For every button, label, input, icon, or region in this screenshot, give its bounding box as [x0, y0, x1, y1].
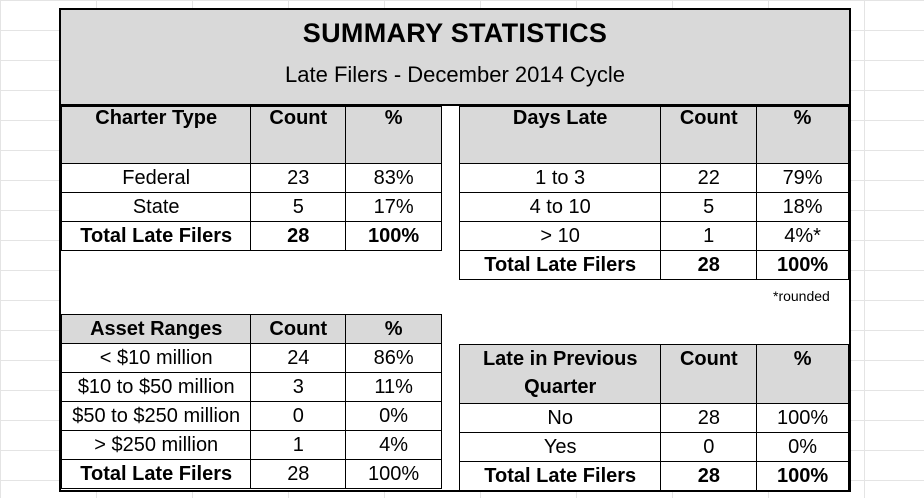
table-cell: 4 to 10 — [458, 192, 662, 222]
total-row: Total Late Filers 28 100% — [60, 459, 442, 489]
table-cell: 28 — [660, 250, 758, 280]
table-cell: 0% — [756, 432, 849, 462]
column-header: Count — [250, 314, 347, 344]
table-cell: > 10 — [458, 221, 662, 251]
table-cell: 1 — [660, 221, 758, 251]
table-cell: 86% — [345, 343, 442, 373]
table-header-row: Asset Ranges Count % — [60, 314, 442, 344]
table-row: State 5 17% — [60, 192, 442, 222]
table-cell: 1 — [250, 430, 347, 460]
table-cell: 100% — [756, 250, 849, 280]
table-cell: 3 — [250, 372, 347, 402]
table-cell: 28 — [660, 461, 758, 491]
table-row: 1 to 3 22 79% — [458, 163, 849, 193]
column-header: % — [756, 344, 849, 404]
table-cell: 17% — [345, 192, 442, 222]
table-row: No 28 100% — [458, 403, 849, 433]
table-cell: 5 — [660, 192, 758, 222]
table-cell: 11% — [345, 372, 442, 402]
table-row: > 10 1 4%* — [458, 221, 849, 251]
table-row: > $250 million 1 4% — [60, 430, 442, 460]
table-row: Federal 23 83% — [60, 163, 442, 193]
table-row: Yes 0 0% — [458, 432, 849, 462]
table-cell: 22 — [660, 163, 758, 193]
table-cell: 28 — [250, 459, 347, 489]
table-cell: 0 — [250, 401, 347, 431]
table-cell: 0 — [660, 432, 758, 462]
table-cell: 5 — [250, 192, 347, 222]
column-header: Late in Previous Quarter — [458, 344, 662, 404]
column-header: Days Late — [458, 106, 662, 164]
column-header: Count — [250, 106, 347, 164]
table-cell: Federal — [60, 163, 252, 193]
table-row: 4 to 10 5 18% — [458, 192, 849, 222]
table-cell: 28 — [250, 221, 347, 251]
table-cell: 18% — [756, 192, 849, 222]
table-cell: > $250 million — [60, 430, 252, 460]
table-cell: 83% — [345, 163, 442, 193]
asset-ranges-table: Asset Ranges Count % < $10 million 24 86… — [60, 314, 442, 489]
column-header: Count — [660, 344, 758, 404]
column-header: % — [756, 106, 849, 164]
table-cell: $50 to $250 million — [60, 401, 252, 431]
table-cell: $10 to $50 million — [60, 372, 252, 402]
table-cell: Total Late Filers — [458, 250, 662, 280]
table-cell: < $10 million — [60, 343, 252, 373]
column-header: % — [345, 106, 442, 164]
table-cell: 24 — [250, 343, 347, 373]
table-cell: 23 — [250, 163, 347, 193]
table-cell: 79% — [756, 163, 849, 193]
table-cell: 4%* — [756, 221, 849, 251]
table-cell: 100% — [756, 461, 849, 491]
column-header: Asset Ranges — [60, 314, 252, 344]
table-cell: Total Late Filers — [60, 221, 252, 251]
column-header: Count — [660, 106, 758, 164]
table-row: < $10 million 24 86% — [60, 343, 442, 373]
table-cell: 28 — [660, 403, 758, 433]
table-cell: 100% — [345, 221, 442, 251]
table-cell: 100% — [756, 403, 849, 433]
column-header: % — [345, 314, 442, 344]
days-late-table: Days Late Count % 1 to 3 22 79% 4 to 10 … — [458, 106, 849, 280]
table-header-row: Charter Type Count % — [60, 106, 442, 164]
table-cell: 4% — [345, 430, 442, 460]
charter-type-table: Charter Type Count % Federal 23 83% Stat… — [60, 106, 442, 251]
table-cell: 100% — [345, 459, 442, 489]
column-header: Charter Type — [60, 106, 252, 164]
table-cell: 0% — [345, 401, 442, 431]
page-title: SUMMARY STATISTICS — [302, 18, 608, 48]
table-header-row: Days Late Count % — [458, 106, 849, 164]
table-cell: State — [60, 192, 252, 222]
table-cell: Total Late Filers — [60, 459, 252, 489]
previous-quarter-table: Late in Previous Quarter Count % No 28 1… — [458, 344, 849, 491]
table-cell: Yes — [458, 432, 662, 462]
table-cell: Total Late Filers — [458, 461, 662, 491]
summary-sheet: SUMMARY STATISTICS Late Filers - Decembe… — [59, 8, 851, 492]
summary-header: SUMMARY STATISTICS Late Filers - Decembe… — [61, 10, 849, 106]
total-row: Total Late Filers 28 100% — [60, 221, 442, 251]
total-row: Total Late Filers 28 100% — [458, 461, 849, 491]
total-row: Total Late Filers 28 100% — [458, 250, 849, 280]
page-subtitle: Late Filers - December 2014 Cycle — [285, 62, 625, 87]
table-cell: 1 to 3 — [458, 163, 662, 193]
table-row: $10 to $50 million 3 11% — [60, 372, 442, 402]
table-row: $50 to $250 million 0 0% — [60, 401, 442, 431]
rounded-note: *rounded — [773, 288, 830, 304]
table-cell: No — [458, 403, 662, 433]
table-header-row: Late in Previous Quarter Count % — [458, 344, 849, 404]
